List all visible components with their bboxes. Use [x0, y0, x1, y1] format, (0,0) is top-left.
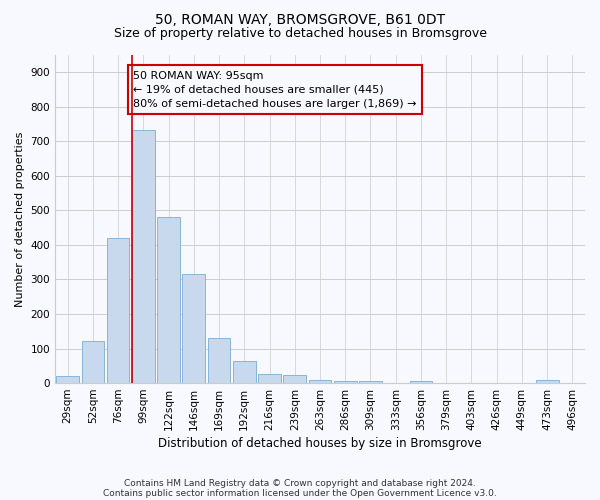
Bar [107, 238, 130, 383]
Text: Contains public sector information licensed under the Open Government Licence v3: Contains public sector information licen… [103, 488, 497, 498]
Bar [157, 218, 180, 383]
Bar [283, 376, 306, 383]
Bar [536, 380, 559, 383]
Bar [132, 130, 155, 383]
Bar [208, 338, 230, 383]
Bar [56, 376, 79, 383]
Text: Contains HM Land Registry data © Crown copyright and database right 2024.: Contains HM Land Registry data © Crown c… [124, 478, 476, 488]
Bar [258, 374, 281, 383]
Bar [410, 382, 433, 383]
Bar [308, 380, 331, 383]
Text: 50 ROMAN WAY: 95sqm
← 19% of detached houses are smaller (445)
80% of semi-detac: 50 ROMAN WAY: 95sqm ← 19% of detached ho… [133, 70, 417, 108]
X-axis label: Distribution of detached houses by size in Bromsgrove: Distribution of detached houses by size … [158, 437, 482, 450]
Bar [359, 382, 382, 383]
Y-axis label: Number of detached properties: Number of detached properties [15, 132, 25, 306]
Bar [182, 274, 205, 383]
Bar [233, 360, 256, 383]
Bar [82, 341, 104, 383]
Text: Size of property relative to detached houses in Bromsgrove: Size of property relative to detached ho… [113, 28, 487, 40]
Text: 50, ROMAN WAY, BROMSGROVE, B61 0DT: 50, ROMAN WAY, BROMSGROVE, B61 0DT [155, 12, 445, 26]
Bar [334, 382, 356, 383]
